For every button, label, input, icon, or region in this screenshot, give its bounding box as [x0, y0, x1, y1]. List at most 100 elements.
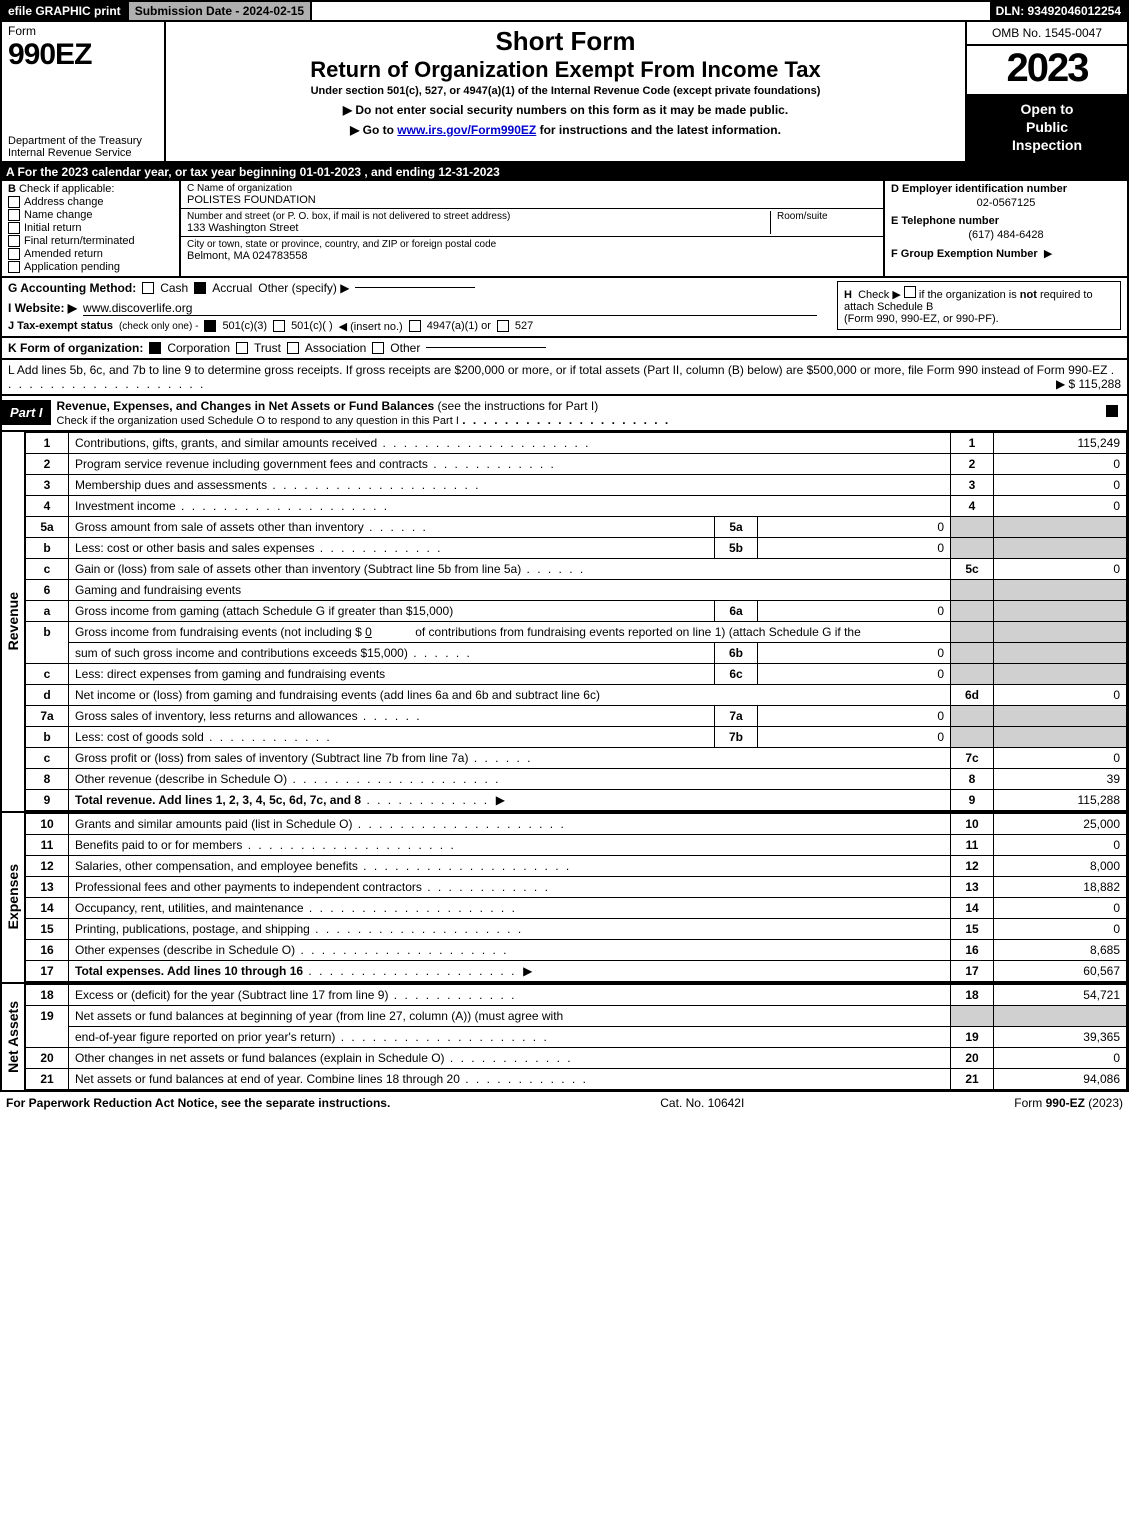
l7b-sl: 7b	[715, 726, 758, 747]
j-527: 527	[515, 320, 533, 332]
l6b-rv-shade2	[994, 642, 1127, 663]
i-label: I Website: ▶	[8, 301, 77, 315]
checkbox-501c3[interactable]	[204, 320, 216, 332]
checkbox-527[interactable]	[497, 320, 509, 332]
checkbox-accrual[interactable]	[194, 282, 206, 294]
l9-desc: Total revenue. Add lines 1, 2, 3, 4, 5c,…	[75, 793, 361, 807]
line-21: 21Net assets or fund balances at end of …	[26, 1068, 1127, 1089]
l11-desc: Benefits paid to or for members	[75, 838, 242, 852]
line-7b: bLess: cost of goods sold7b0	[26, 726, 1127, 747]
website-value: www.discoverlife.org	[83, 301, 817, 316]
l5a-sv: 0	[758, 516, 951, 537]
l4-num: 4	[26, 495, 69, 516]
l14-rn: 14	[951, 897, 994, 918]
l7a-desc: Gross sales of inventory, less returns a…	[75, 709, 358, 723]
column-def: D Employer identification number 02-0567…	[883, 181, 1127, 276]
checkbox-501c[interactable]	[273, 320, 285, 332]
tax-year: 2023	[967, 46, 1127, 94]
l19-rv: 39,365	[994, 1026, 1127, 1047]
l6b-sl: 6b	[715, 642, 758, 663]
line-6c: cLess: direct expenses from gaming and f…	[26, 663, 1127, 684]
line-15: 15Printing, publications, postage, and s…	[26, 918, 1127, 939]
l6a-sl: 6a	[715, 600, 758, 621]
section-k: K Form of organization: Corporation Trus…	[0, 338, 1129, 360]
l15-desc: Printing, publications, postage, and shi…	[75, 922, 310, 936]
line-19a: 19Net assets or fund balances at beginni…	[26, 1005, 1127, 1026]
checkbox-amended-return[interactable]	[8, 248, 20, 260]
section-bcdef: B Check if applicable: Address change Na…	[0, 181, 1129, 278]
part1-title: Revenue, Expenses, and Changes in Net As…	[51, 396, 1097, 430]
l6b-sv: 0	[758, 642, 951, 663]
l4-rv: 0	[994, 495, 1127, 516]
l5c-num: c	[26, 558, 69, 579]
checkbox-part1-scho[interactable]	[1106, 405, 1118, 417]
line-14: 14 Occupancy, rent, utilities, and mainte…	[26, 897, 1127, 918]
opt-initial-return: Initial return	[24, 222, 81, 234]
line-6b2: sum of such gross income and contributio…	[26, 642, 1127, 663]
l14-desc: Occupancy, rent, utilities, and maintena…	[75, 901, 304, 915]
l10-rn: 10	[951, 813, 994, 834]
checkbox-4947[interactable]	[409, 320, 421, 332]
l7c-rn: 7c	[951, 747, 994, 768]
l12-rn: 12	[951, 855, 994, 876]
l20-rv: 0	[994, 1047, 1127, 1068]
l12-rv: 8,000	[994, 855, 1127, 876]
l5a-rv-shade	[994, 516, 1127, 537]
l6-rv-shade	[994, 579, 1127, 600]
l6a-desc: Gross income from gaming (attach Schedul…	[75, 604, 453, 618]
l6b-amt: 0	[365, 625, 372, 639]
right-column: OMB No. 1545-0047 2023 Open to Public In…	[967, 22, 1127, 161]
line-12: 12Salaries, other compensation, and empl…	[26, 855, 1127, 876]
line-a: A For the 2023 calendar year, or tax yea…	[0, 163, 1129, 181]
opt-amended-return: Amended return	[24, 248, 103, 260]
k-other-blank	[426, 347, 546, 348]
footer-mid: Cat. No. 10642I	[660, 1096, 744, 1110]
l6d-desc: Net income or (loss) from gaming and fun…	[75, 688, 600, 702]
section-l: L Add lines 5b, 6c, and 7b to line 9 to …	[0, 360, 1129, 396]
checkbox-other-org[interactable]	[372, 342, 384, 354]
page-footer: For Paperwork Reduction Act Notice, see …	[0, 1092, 1129, 1114]
expenses-table: 10Grants and similar amounts paid (list …	[25, 813, 1127, 982]
l14-rv: 0	[994, 897, 1127, 918]
part1-dots	[462, 413, 670, 427]
checkbox-final-return[interactable]	[8, 235, 20, 247]
line-5c: c Gain or (loss) from sale of assets othe…	[26, 558, 1127, 579]
l18-rv: 54,721	[994, 984, 1127, 1005]
l5c-desc: Gain or (loss) from sale of assets other…	[75, 562, 521, 576]
l7a-sl: 7a	[715, 705, 758, 726]
l17-desc: Total expenses. Add lines 10 through 16	[75, 964, 303, 978]
l16-desc: Other expenses (describe in Schedule O)	[75, 943, 295, 957]
irs-link[interactable]: www.irs.gov/Form990EZ	[397, 123, 536, 137]
l5b-rv-shade	[994, 537, 1127, 558]
room-label: Room/suite	[777, 211, 877, 222]
checkbox-h[interactable]	[904, 286, 916, 298]
checkbox-assoc[interactable]	[287, 342, 299, 354]
checkbox-corp[interactable]	[149, 342, 161, 354]
l18-rn: 18	[951, 984, 994, 1005]
l15-rv: 0	[994, 918, 1127, 939]
l-text: L Add lines 5b, 6c, and 7b to line 9 to …	[8, 363, 1107, 377]
l6-num: 6	[26, 579, 69, 600]
h-check: Check ▶	[858, 289, 901, 301]
box-h: H Check ▶ if the organization is not req…	[837, 281, 1121, 330]
l8-desc: Other revenue (describe in Schedule O)	[75, 772, 287, 786]
l4-desc: Investment income	[75, 499, 176, 513]
k-trust: Trust	[254, 341, 281, 355]
checkbox-trust[interactable]	[236, 342, 248, 354]
k-other: Other	[390, 341, 420, 355]
l5a-num: 5a	[26, 516, 69, 537]
l8-num: 8	[26, 768, 69, 789]
checkbox-application-pending[interactable]	[8, 261, 20, 273]
checkbox-cash[interactable]	[142, 282, 154, 294]
l1-rv: 115,249	[994, 432, 1127, 453]
checkbox-address-change[interactable]	[8, 196, 20, 208]
l7c-num: c	[26, 747, 69, 768]
l7a-sv: 0	[758, 705, 951, 726]
checkbox-name-change[interactable]	[8, 209, 20, 221]
l6a-sv: 0	[758, 600, 951, 621]
l6-desc: Gaming and fundraising events	[75, 583, 241, 597]
checkbox-initial-return[interactable]	[8, 222, 20, 234]
l13-rv: 18,882	[994, 876, 1127, 897]
l3-num: 3	[26, 474, 69, 495]
j-note: (check only one) -	[119, 321, 198, 332]
